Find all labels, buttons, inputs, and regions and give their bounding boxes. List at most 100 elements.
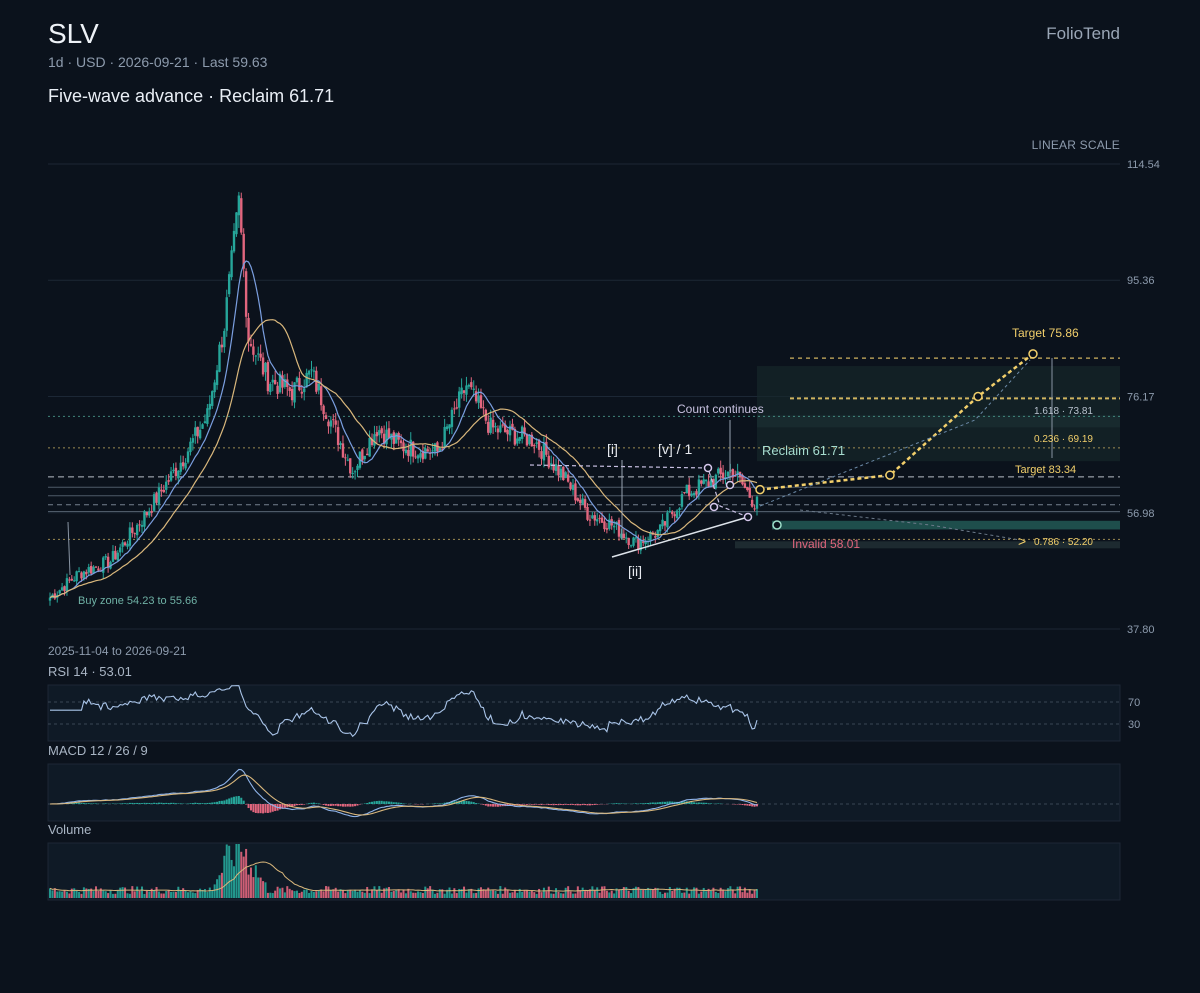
volume-bar: [254, 865, 257, 898]
volume-bar: [668, 887, 671, 898]
scale-toggle[interactable]: LINEAR SCALE: [1031, 138, 1120, 152]
candle-body: [298, 378, 301, 391]
volume-bar: [475, 892, 478, 898]
volume-bar: [504, 887, 507, 898]
fib-band: [757, 415, 1120, 428]
projection-path: [759, 352, 1034, 491]
volume-bar: [736, 886, 739, 898]
macd-hist-bar: [555, 804, 558, 806]
wave-path: [529, 464, 749, 518]
volume-bar: [605, 890, 608, 898]
candle-body: [419, 453, 422, 458]
macd-hist-bar: [303, 804, 306, 805]
volume-bar: [615, 888, 618, 898]
volume-bar: [308, 892, 311, 898]
volume-bar: [501, 893, 504, 898]
candle-body: [123, 542, 127, 546]
candle-body: [165, 481, 168, 490]
candle-body: [399, 440, 403, 444]
macd-hist-bar: [153, 802, 156, 804]
macd-hist-bar: [373, 801, 376, 804]
macd-hist-bar: [349, 804, 352, 807]
macd-hist-bar: [707, 803, 710, 804]
macd-hist-bar: [697, 802, 700, 804]
macd-hist-bar: [75, 802, 78, 804]
candle-body: [576, 498, 580, 501]
volume-bar: [739, 886, 742, 898]
macd-hist-bar: [579, 804, 582, 806]
volume-bar: [213, 884, 216, 898]
macd-hist-bar: [395, 802, 398, 804]
target-upper-label: Target 75.86: [1012, 326, 1079, 340]
candle-body: [748, 487, 751, 498]
candle-body: [443, 426, 446, 448]
macd-hist-bar: [363, 803, 366, 804]
candle-body: [523, 427, 526, 435]
macd-hist-bar: [385, 801, 388, 804]
candle-body: [327, 421, 330, 427]
volume-bar: [124, 887, 127, 898]
candle-body: [479, 395, 483, 408]
volume-bar: [688, 893, 691, 898]
volume-bar: [579, 890, 582, 898]
rsi-frame: [47, 684, 1121, 742]
candle-body: [402, 442, 405, 452]
candle-body: [404, 449, 408, 454]
y-tick-label: 114.54: [1127, 159, 1160, 171]
macd-hist-bar: [208, 802, 211, 804]
macd-hist-bar: [538, 804, 541, 805]
macd-hist-bar: [596, 804, 599, 805]
candle-body: [496, 428, 500, 433]
candle-body: [416, 455, 420, 459]
macd-hist-bar: [85, 803, 88, 804]
volume-bar: [70, 888, 73, 898]
volume-bar: [191, 892, 194, 898]
y-tick-label: 95.36: [1127, 275, 1155, 287]
macd-hist-bar: [90, 803, 93, 804]
candle-body: [73, 580, 76, 582]
candle-body: [605, 528, 609, 530]
volume-bar: [262, 881, 265, 898]
volume-bar: [387, 887, 390, 898]
candle-body: [208, 403, 212, 410]
zones: [735, 366, 1120, 549]
volume-bar: [499, 886, 502, 898]
candle-body: [198, 429, 202, 439]
rsi-line: [50, 685, 758, 738]
volume-bar: [417, 891, 420, 898]
macd-hist-bar: [690, 802, 693, 804]
volume-bar: [654, 887, 657, 898]
volume-bar: [463, 886, 466, 898]
volume-bar: [162, 893, 165, 898]
volume-bar: [506, 889, 509, 898]
macd-hist-bar: [271, 804, 274, 812]
volume-ma-line: [49, 861, 758, 892]
macd-hist-bar: [133, 803, 136, 804]
candle-body: [586, 507, 589, 520]
macd-hist-bar: [482, 804, 485, 805]
volume-bar: [155, 886, 158, 898]
candle-body: [196, 426, 199, 437]
candle-body: [574, 483, 577, 501]
volume-bar: [157, 891, 160, 898]
candle-body: [554, 464, 558, 471]
candle-body: [690, 493, 693, 496]
candle-body: [736, 471, 739, 475]
buy-node: [772, 520, 782, 530]
wave-node: [703, 463, 713, 473]
candle-body: [489, 417, 492, 433]
volume-bar: [487, 887, 490, 898]
macd-hist-bar: [249, 804, 252, 811]
candle-body: [407, 449, 410, 456]
candle-body: [155, 492, 158, 503]
macd-hist-bar: [523, 804, 526, 805]
macd-hist-bar: [651, 802, 654, 804]
candle-body: [85, 571, 88, 575]
volume-bar: [337, 891, 340, 898]
volume-bar: [438, 889, 441, 898]
volume-bar: [639, 889, 642, 898]
macd-hist-bar: [179, 803, 182, 804]
volume-bar: [746, 892, 749, 898]
candle-body: [421, 450, 425, 460]
